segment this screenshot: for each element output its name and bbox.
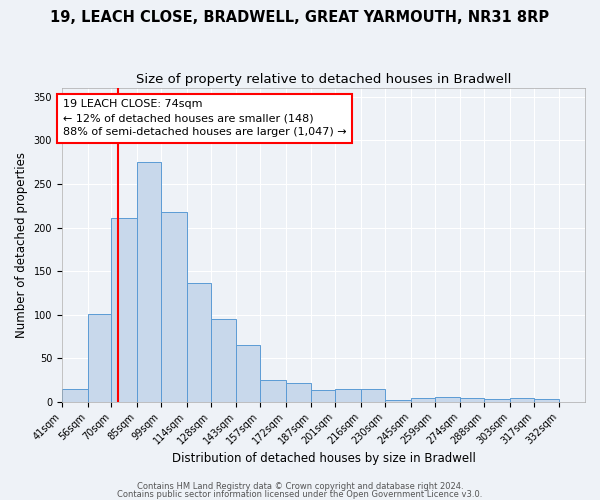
Bar [361,388,385,402]
Bar [460,398,484,402]
Bar [385,400,410,402]
Bar [211,319,236,402]
Bar [187,284,211,402]
Bar [62,388,88,402]
Text: 19 LEACH CLOSE: 74sqm
← 12% of detached houses are smaller (148)
88% of semi-det: 19 LEACH CLOSE: 74sqm ← 12% of detached … [63,100,346,138]
Text: Contains public sector information licensed under the Open Government Licence v3: Contains public sector information licen… [118,490,482,499]
Bar [112,218,137,402]
Bar [410,398,434,402]
Bar [161,212,187,402]
Bar [510,398,534,402]
Title: Size of property relative to detached houses in Bradwell: Size of property relative to detached ho… [136,72,511,86]
Text: Contains HM Land Registry data © Crown copyright and database right 2024.: Contains HM Land Registry data © Crown c… [137,482,463,491]
Text: 19, LEACH CLOSE, BRADWELL, GREAT YARMOUTH, NR31 8RP: 19, LEACH CLOSE, BRADWELL, GREAT YARMOUT… [50,10,550,25]
Bar [236,345,260,402]
X-axis label: Distribution of detached houses by size in Bradwell: Distribution of detached houses by size … [172,452,475,465]
Bar [484,399,510,402]
Bar [335,388,361,402]
Bar [137,162,161,402]
Bar [311,390,335,402]
Bar [88,314,112,402]
Y-axis label: Number of detached properties: Number of detached properties [15,152,28,338]
Bar [260,380,286,402]
Bar [286,382,311,402]
Bar [534,399,559,402]
Bar [434,398,460,402]
